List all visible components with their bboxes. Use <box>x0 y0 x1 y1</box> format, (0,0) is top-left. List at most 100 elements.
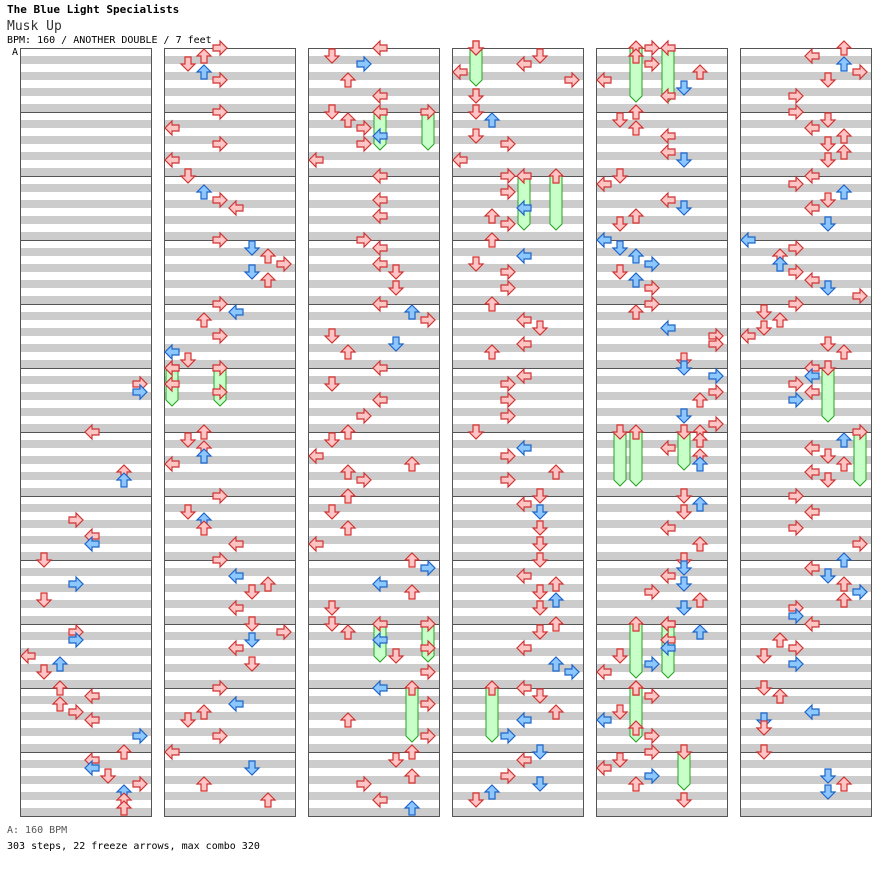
step-arrow-down <box>531 624 549 640</box>
step-arrow-right <box>420 663 436 681</box>
step-arrow-up <box>339 464 357 480</box>
step-arrow-down <box>675 200 693 216</box>
step-arrow-right <box>212 39 228 57</box>
step-arrow-left <box>452 63 468 81</box>
step-arrow-up <box>835 552 853 568</box>
step-arrow-left <box>372 191 388 209</box>
chart-info: BPM: 160 / ANOTHER DOUBLE / 7 feet <box>7 35 212 46</box>
step-arrow-down <box>531 600 549 616</box>
step-arrow-left <box>84 535 100 553</box>
step-arrow-left <box>660 567 676 585</box>
step-arrow-left <box>372 239 388 257</box>
step-arrow-up <box>339 520 357 536</box>
step-arrow-down <box>179 712 197 728</box>
step-arrow-up <box>195 64 213 80</box>
step-arrow-up <box>51 680 69 696</box>
step-arrow-down <box>467 88 485 104</box>
step-arrow-right <box>420 639 436 657</box>
step-arrow-down <box>675 504 693 520</box>
step-arrow-down <box>819 152 837 168</box>
step-arrow-left <box>372 207 388 225</box>
step-arrow-right <box>788 87 804 105</box>
step-arrow-down <box>819 336 837 352</box>
step-arrow-down <box>819 784 837 800</box>
step-arrow-left <box>164 743 180 761</box>
step-arrow-left <box>84 687 100 705</box>
freeze-head-arrow <box>675 744 693 760</box>
step-arrow-down <box>243 656 261 672</box>
step-arrow-left <box>516 367 532 385</box>
step-arrow-up <box>771 632 789 648</box>
step-arrow-right <box>788 391 804 409</box>
step-arrow-right <box>500 183 516 201</box>
step-arrow-right <box>500 279 516 297</box>
step-arrow-down <box>387 752 405 768</box>
step-arrow-down <box>819 768 837 784</box>
step-arrow-up <box>835 40 853 56</box>
step-arrow-left <box>372 295 388 313</box>
step-arrow-down <box>675 488 693 504</box>
step-arrow-left <box>308 447 324 465</box>
step-arrow-up <box>483 296 501 312</box>
step-arrow-down <box>531 744 549 760</box>
step-arrow-down <box>531 584 549 600</box>
step-arrow-down <box>611 752 629 768</box>
step-arrow-down <box>243 760 261 776</box>
step-stats: 303 steps, 22 freeze arrows, max combo 3… <box>7 841 260 852</box>
step-arrow-up <box>403 584 421 600</box>
step-arrow-left <box>228 695 244 713</box>
step-arrow-left <box>84 423 100 441</box>
step-arrow-down <box>531 48 549 64</box>
freeze-body <box>485 687 499 743</box>
step-arrow-left <box>372 39 388 57</box>
step-arrow-left <box>596 71 612 89</box>
step-arrow-down <box>531 488 549 504</box>
step-arrow-up <box>771 312 789 328</box>
step-arrow-up <box>483 208 501 224</box>
song-artist: The Blue Light Specialists <box>7 3 180 16</box>
step-arrow-up <box>835 456 853 472</box>
step-arrow-right <box>788 103 804 121</box>
step-arrow-left <box>804 503 820 521</box>
step-arrow-right <box>644 39 660 57</box>
step-arrow-right <box>500 391 516 409</box>
step-arrow-right <box>212 191 228 209</box>
step-arrow-left <box>804 47 820 65</box>
step-arrow-left <box>308 151 324 169</box>
step-arrow-right <box>420 311 436 329</box>
column-border <box>452 48 584 817</box>
step-arrow-down <box>179 432 197 448</box>
step-arrow-left <box>804 463 820 481</box>
step-arrow-up <box>339 424 357 440</box>
step-arrow-up <box>339 712 357 728</box>
step-arrow-right <box>420 559 436 577</box>
step-arrow-left <box>660 615 676 633</box>
freeze-body <box>821 367 835 423</box>
step-arrow-up <box>339 624 357 640</box>
step-arrow-left <box>660 319 676 337</box>
step-arrow-down <box>179 168 197 184</box>
step-arrow-right <box>644 743 660 761</box>
step-arrow-left <box>804 367 820 385</box>
step-arrow-up <box>835 56 853 72</box>
step-arrow-left <box>228 639 244 657</box>
step-arrow-down <box>755 648 773 664</box>
step-arrow-up <box>547 592 565 608</box>
step-arrow-down <box>531 536 549 552</box>
freeze-arrow <box>627 424 645 487</box>
step-arrow-up <box>835 576 853 592</box>
step-arrow-right <box>356 135 372 153</box>
step-arrow-up <box>835 776 853 792</box>
step-arrow-left <box>372 391 388 409</box>
step-arrow-left <box>804 271 820 289</box>
step-arrow-right <box>68 575 84 593</box>
step-arrow-right <box>788 519 804 537</box>
step-arrow-right <box>500 375 516 393</box>
step-arrow-left <box>516 247 532 265</box>
step-arrow-down <box>243 616 261 632</box>
step-arrow-right <box>68 511 84 529</box>
step-arrow-down <box>323 432 341 448</box>
freeze-head-arrow <box>372 615 388 633</box>
step-arrow-left <box>228 567 244 585</box>
step-arrow-down <box>819 112 837 128</box>
